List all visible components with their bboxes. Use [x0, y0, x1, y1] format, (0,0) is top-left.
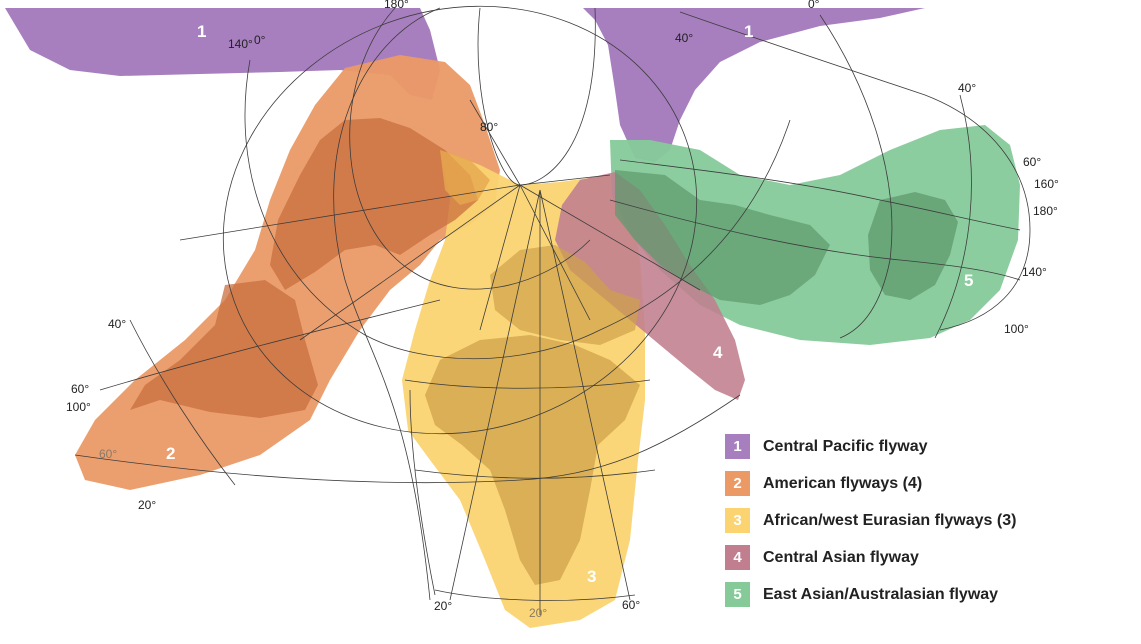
label-bottom-20: 20° [434, 599, 452, 613]
label-pole-80: 80° [480, 120, 498, 134]
land-greenland-top [440, 150, 490, 205]
label-right-160: 160° [1034, 177, 1059, 191]
zone-1-number-left: 1 [197, 22, 206, 41]
legend-label-3: African/west Eurasian flyways (3) [763, 511, 1017, 529]
legend-item-african-west-eurasian: 3 African/west Eurasian flyways (3) [725, 502, 1125, 539]
legend-item-central-asian: 4 Central Asian flyway [725, 539, 1125, 576]
zone-1-central-pacific-left [5, 8, 440, 100]
legend-item-east-asian-australasian: 5 East Asian/Australasian flyway [725, 576, 1125, 613]
legend-swatch-1: 1 [725, 434, 750, 459]
label-left-0: 0° [254, 33, 266, 47]
legend: 1 Central Pacific flyway 2 American flyw… [725, 428, 1125, 613]
zone-1-number-right: 1 [744, 22, 753, 41]
label-right-100: 100° [1004, 322, 1029, 336]
land-asia [615, 170, 830, 305]
label-left-60b: 60° [99, 447, 117, 461]
land-europe [490, 245, 640, 345]
landmasses [130, 118, 958, 585]
graticule [74, 5, 1031, 615]
legend-label-5: East Asian/Australasian flyway [763, 585, 999, 603]
legend-swatch-5: 5 [725, 582, 750, 607]
zone-3-number: 3 [587, 567, 596, 586]
zone-4-number: 4 [713, 343, 723, 362]
label-top-0: 0° [808, 0, 820, 11]
label-right-60: 60° [1023, 155, 1041, 169]
label-right-40: 40° [958, 81, 976, 95]
land-north-america [270, 118, 478, 290]
label-left-100: 100° [66, 400, 91, 414]
zone-4-central-asian [555, 172, 745, 400]
degree-labels: 180° 140° 0° 0° 40° 80° 40° 60° 160° 180… [66, 0, 1059, 620]
zone-2-number: 2 [166, 444, 175, 463]
legend-label-4: Central Asian flyway [763, 548, 919, 566]
legend-swatch-4: 4 [725, 545, 750, 570]
land-africa [425, 335, 640, 585]
legend-item-american: 2 American flyways (4) [725, 465, 1125, 502]
label-left-140: 140° [228, 37, 253, 51]
label-bottom-60: 60° [622, 598, 640, 612]
label-mid-40: 40° [675, 31, 693, 45]
legend-item-central-pacific: 1 Central Pacific flyway [725, 428, 1125, 465]
land-south-america [130, 280, 318, 418]
label-left-20: 20° [138, 498, 156, 512]
legend-label-1: Central Pacific flyway [763, 437, 928, 455]
zone-5-number: 5 [964, 271, 973, 290]
legend-swatch-3: 3 [725, 508, 750, 533]
label-top-180: 180° [384, 0, 409, 11]
zone-numbers: 1 1 2 3 4 5 [166, 22, 973, 586]
label-right-140: 140° [1022, 265, 1047, 279]
legend-label-2: American flyways (4) [763, 474, 923, 492]
label-left-40: 40° [108, 317, 126, 331]
label-left-60: 60° [71, 382, 89, 396]
label-bottom-20b: 20° [529, 606, 547, 620]
legend-swatch-2: 2 [725, 471, 750, 496]
zone-1-central-pacific-right [583, 8, 925, 162]
land-australia [868, 192, 958, 300]
label-right-180: 180° [1033, 204, 1058, 218]
